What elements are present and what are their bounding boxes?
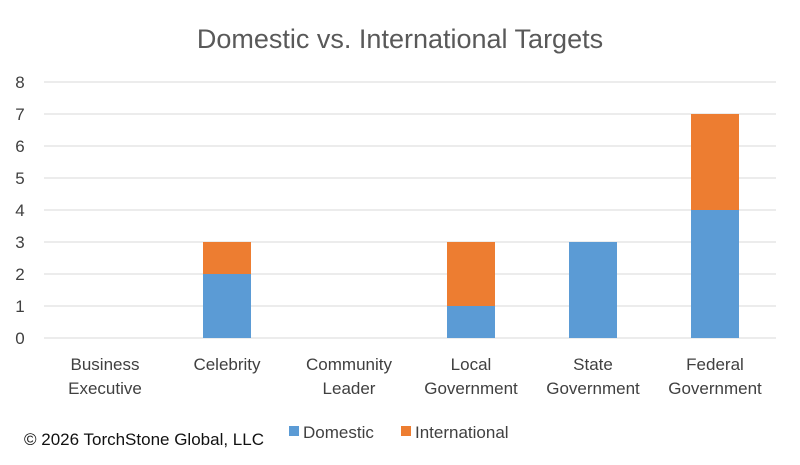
y-axis-ticks: 0 1 2 3 4 5 6 7 8 xyxy=(15,73,24,348)
y-tick-label-2: 2 xyxy=(15,265,24,284)
y-tick-label-3: 3 xyxy=(15,233,24,252)
y-tick-label-8: 8 xyxy=(15,73,24,92)
bar-domestic-5 xyxy=(691,210,739,338)
x-axis-label-1-0: Celebrity xyxy=(193,355,261,374)
y-tick-label-7: 7 xyxy=(15,105,24,124)
bar-international-1 xyxy=(203,242,251,274)
y-tick-label-1: 1 xyxy=(15,297,24,316)
bars xyxy=(203,114,739,338)
legend-swatch-domestic xyxy=(289,426,299,436)
x-axis-label-4-1: Government xyxy=(546,379,640,398)
x-axis-label-4-0: State xyxy=(573,355,613,374)
legend: Domestic International xyxy=(289,423,509,442)
x-axis-label-5-0: Federal xyxy=(686,355,744,374)
x-axis-labels: Business Executive Celebrity Community Leade… xyxy=(68,355,762,398)
legend-label-international: International xyxy=(415,423,509,442)
x-axis-label-0-0: Business xyxy=(71,355,140,374)
legend-label-domestic: Domestic xyxy=(303,423,374,442)
bar-domestic-4 xyxy=(569,242,617,338)
legend-swatch-international xyxy=(401,426,411,436)
x-axis-label-0-1: Executive xyxy=(68,379,142,398)
bar-international-5 xyxy=(691,114,739,210)
y-tick-label-6: 6 xyxy=(15,137,24,156)
y-tick-label-5: 5 xyxy=(15,169,24,188)
bar-domestic-3 xyxy=(447,306,495,338)
x-axis-label-2-1: Leader xyxy=(323,379,376,398)
gridlines xyxy=(44,81,776,339)
x-axis-label-3-1: Government xyxy=(424,379,518,398)
chart-title: Domestic vs. International Targets xyxy=(197,24,603,54)
bar-international-3 xyxy=(447,242,495,306)
x-axis-label-2-0: Community xyxy=(306,355,392,374)
bar-domestic-1 xyxy=(203,274,251,338)
x-axis-label-5-1: Government xyxy=(668,379,762,398)
y-tick-label-4: 4 xyxy=(15,201,24,220)
copyright-notice: © 2026 TorchStone Global, LLC xyxy=(24,430,264,449)
y-tick-label-0: 0 xyxy=(15,329,24,348)
x-axis-label-3-0: Local xyxy=(451,355,492,374)
